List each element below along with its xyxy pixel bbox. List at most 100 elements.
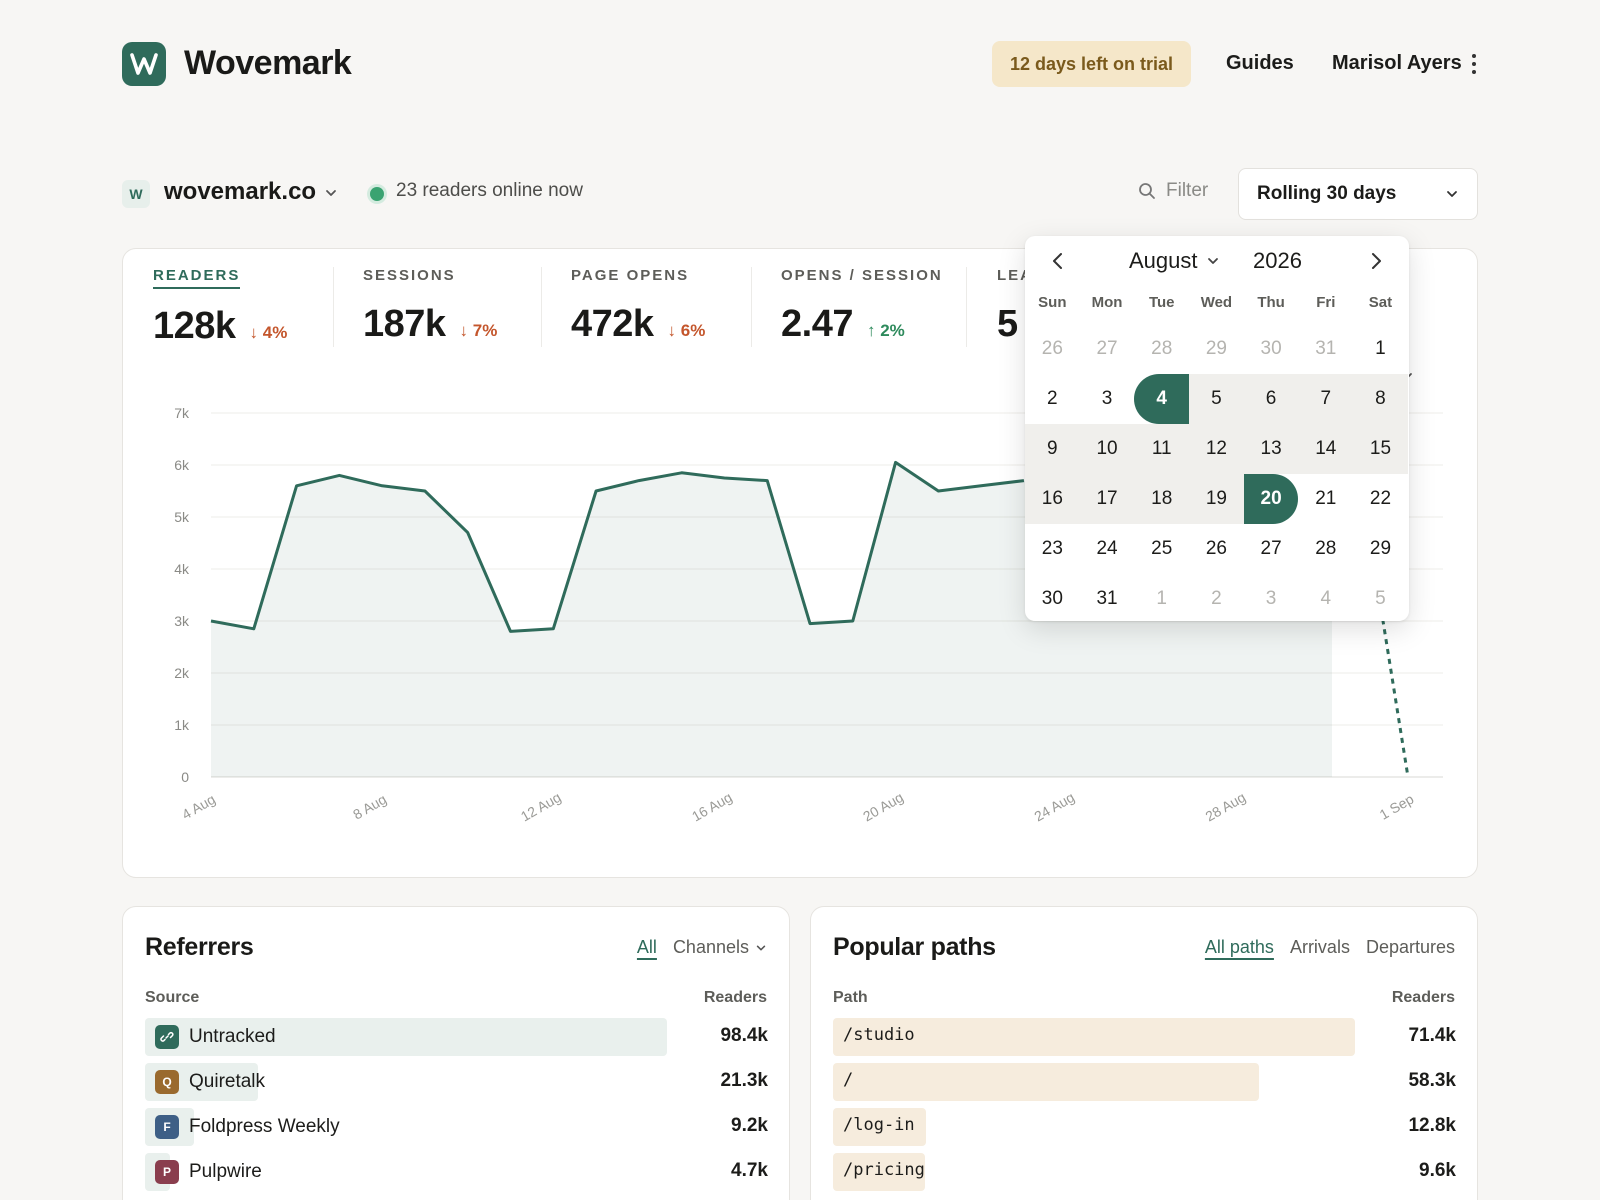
calendar-day[interactable]: 21	[1315, 488, 1337, 509]
guides-link[interactable]: Guides	[1226, 52, 1294, 74]
calendar-day[interactable]: 30	[1260, 338, 1282, 359]
calendar-day[interactable]: 22	[1369, 488, 1392, 509]
readers-value: 9.2k	[731, 1115, 768, 1136]
list-item[interactable]: / 58.3k	[833, 1060, 1456, 1105]
calendar-day[interactable]: 5	[1375, 588, 1386, 609]
calendar-day[interactable]: 15	[1353, 424, 1408, 474]
column-header-readers[interactable]: Readers	[1391, 989, 1455, 1006]
divider	[333, 267, 334, 347]
divider	[541, 267, 542, 347]
calendar-day[interactable]: 1	[1375, 338, 1386, 359]
column-header-readers[interactable]: Readers	[703, 989, 767, 1006]
calendar-day[interactable]: 28	[1315, 538, 1337, 559]
month-label: August	[1129, 248, 1198, 273]
site-selector[interactable]: wovemark.co	[164, 178, 317, 205]
calendar-day[interactable]: 3	[1101, 388, 1113, 409]
calendar-day[interactable]: 13	[1243, 424, 1299, 474]
metric-page-opens[interactable]: PAGE OPENS 472k ↓ 6%	[571, 267, 705, 349]
user-menu[interactable]: Marisol Ayers	[1332, 52, 1462, 74]
calendar-day[interactable]: 5	[1189, 374, 1244, 424]
column-header-source[interactable]: Source	[145, 989, 200, 1006]
calendar-day[interactable]: 31	[1096, 588, 1118, 609]
calendar-day[interactable]: 18	[1134, 474, 1190, 524]
filter-button[interactable]: Filter	[1138, 180, 1208, 202]
chevron-right-icon[interactable]	[1365, 250, 1387, 272]
tab-arrivals[interactable]: Arrivals	[1289, 937, 1350, 957]
calendar-day[interactable]: 4	[1320, 588, 1332, 609]
calendar-day[interactable]: 16	[1025, 474, 1080, 524]
calendar-day[interactable]: 17	[1079, 474, 1135, 524]
weekday-label: Mon	[1091, 294, 1123, 311]
trial-badge[interactable]: 12 days left on trial	[992, 41, 1192, 87]
list-item[interactable]: /studio 71.4k	[833, 1015, 1456, 1060]
calendar-day[interactable]: 29	[1205, 338, 1227, 359]
calendar-day[interactable]: 2	[1047, 388, 1058, 409]
weekday-label: Wed	[1200, 294, 1233, 311]
calendar-day[interactable]: 3	[1265, 588, 1277, 609]
calendar-day[interactable]: 2	[1211, 588, 1222, 609]
site-favicon: W	[122, 180, 150, 208]
y-tick-label: 2k	[174, 665, 190, 681]
calendar-day[interactable]: 29	[1369, 538, 1392, 559]
calendar-day[interactable]: 30	[1041, 588, 1063, 609]
calendar-day[interactable]: 7	[1298, 374, 1354, 424]
chevron-down-icon[interactable]	[324, 186, 338, 200]
calendar-day[interactable]: 11	[1134, 424, 1190, 474]
metric-value: 187k	[363, 303, 446, 345]
brand-name: Wovemark	[184, 44, 352, 82]
calendar-day[interactable]: 8	[1353, 374, 1408, 424]
share-bar	[145, 1018, 667, 1056]
y-tick-label: 4k	[174, 561, 190, 577]
calendar-day[interactable]: 19	[1189, 474, 1244, 524]
calendar-day[interactable]: 23	[1041, 538, 1063, 559]
list-item[interactable]: F Foldpress Weekly 9.2k	[145, 1105, 768, 1150]
metric-value: 5	[997, 303, 1018, 345]
calendar-day[interactable]: 6	[1243, 374, 1299, 424]
calendar-day[interactable]: 10	[1079, 424, 1135, 474]
readers-value: 71.4k	[1408, 1025, 1456, 1046]
tab-departures[interactable]: Departures	[1365, 937, 1455, 957]
column-header-path[interactable]: Path	[833, 989, 868, 1006]
calendar-day[interactable]: 27	[1096, 338, 1118, 359]
list-item[interactable]: /log-in 12.8k	[833, 1105, 1456, 1150]
filter-label: Filter	[1166, 180, 1209, 201]
tab-channels[interactable]: Channels	[673, 937, 767, 958]
date-range-select[interactable]: Rolling 30 days	[1238, 168, 1478, 220]
path-name: /log-in	[843, 1115, 915, 1135]
share-bar	[833, 1063, 1259, 1101]
metric-opens-per-session[interactable]: OPENS / SESSION 2.47 ↑ 2%	[781, 267, 943, 349]
calendar-day[interactable]: 26	[1205, 538, 1227, 559]
calendar-day[interactable]: 1	[1156, 588, 1167, 609]
list-item[interactable]: P Pulpwire 4.7k	[145, 1150, 768, 1195]
more-options-icon[interactable]	[1468, 52, 1480, 76]
calendar-day[interactable]: 14	[1298, 424, 1354, 474]
calendar-day[interactable]: 4	[1134, 374, 1190, 424]
calendar-day[interactable]: 20	[1243, 474, 1299, 524]
list-item[interactable]: Untracked 98.4k	[145, 1015, 768, 1060]
calendar-day[interactable]: 9	[1025, 424, 1080, 474]
calendar-day[interactable]: 12	[1189, 424, 1244, 474]
tab-all[interactable]: All	[636, 937, 657, 957]
chevron-down-icon	[756, 945, 766, 950]
calendar-day[interactable]: 27	[1260, 538, 1282, 559]
calendar-day[interactable]: 28	[1151, 338, 1173, 359]
calendar-day[interactable]: 25	[1151, 538, 1173, 559]
y-tick-label: 0	[181, 769, 189, 785]
chevron-left-icon[interactable]	[1047, 250, 1069, 272]
tab-all-paths[interactable]: All paths	[1204, 937, 1274, 957]
month-select[interactable]: August	[1129, 248, 1220, 274]
year-select[interactable]: 2026	[1253, 248, 1302, 273]
calendar-day[interactable]: 26	[1041, 338, 1063, 359]
metric-readers[interactable]: READERS 128k ↓ 4%	[153, 267, 287, 349]
list-item[interactable]: /pricing 9.6k	[833, 1150, 1456, 1195]
metric-sessions[interactable]: SESSIONS 187k ↓ 7%	[363, 267, 497, 349]
metric-delta: ↓ 4%	[249, 323, 288, 342]
share-bar	[833, 1153, 925, 1191]
arrow-icon: ↑	[866, 321, 876, 340]
metric-partial[interactable]: LEA 5	[997, 267, 1033, 349]
calendar-day[interactable]: 31	[1315, 338, 1337, 359]
source-name: Untracked	[189, 1026, 276, 1047]
logo-icon[interactable]	[122, 42, 166, 86]
calendar-day[interactable]: 24	[1096, 538, 1118, 559]
list-item[interactable]: Q Quiretalk 21.3k	[145, 1060, 768, 1105]
